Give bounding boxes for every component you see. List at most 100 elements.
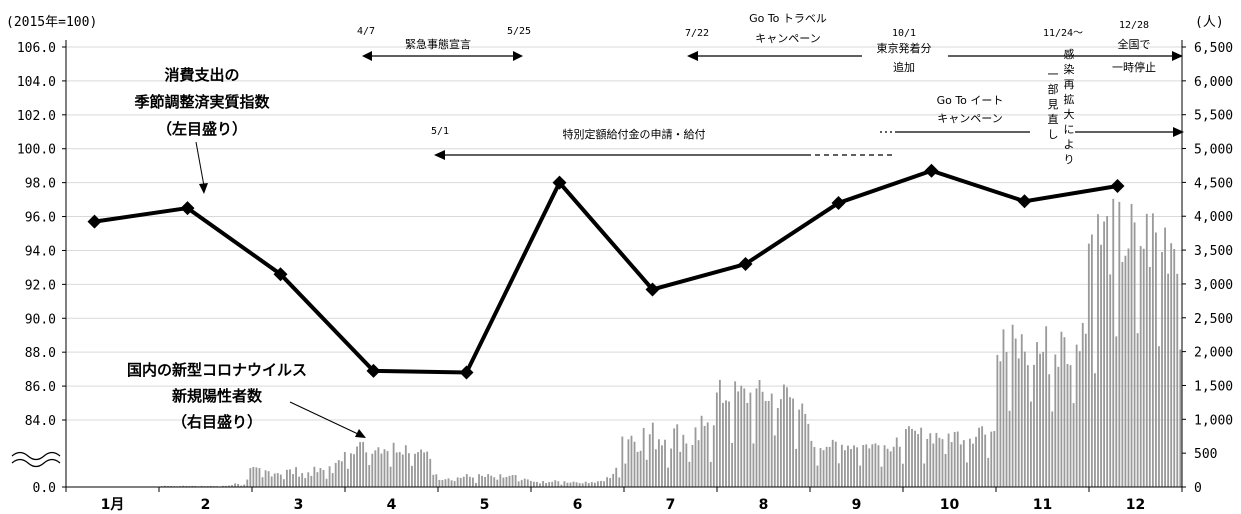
case-bar xyxy=(420,449,422,487)
review-annotation: 11/24～ 感 染 再 拡 大 に よ り 一 部 見 直 し xyxy=(1043,28,1083,166)
case-bar xyxy=(1148,266,1151,487)
case-bar xyxy=(1075,344,1078,487)
case-bar xyxy=(362,441,365,487)
left-tick-label: 104.0 xyxy=(17,75,56,90)
left-tick-label: 0.0 xyxy=(33,481,56,496)
case-bar xyxy=(725,400,727,487)
case-bar xyxy=(276,473,279,487)
case-bar xyxy=(493,477,496,487)
case-bar xyxy=(1005,351,1008,487)
case-bar xyxy=(789,397,791,487)
goto-travel-start-date: 7/22 xyxy=(685,28,709,39)
case-bar xyxy=(319,467,322,487)
consumption-line-path xyxy=(94,168,1118,375)
case-bar xyxy=(191,485,194,487)
case-bar xyxy=(450,480,453,487)
goto-eat-annotation: Go To イート キャンペーン xyxy=(880,94,1184,137)
case-bar xyxy=(1155,232,1157,487)
case-bar xyxy=(407,453,410,487)
case-bar xyxy=(234,483,236,487)
case-bar xyxy=(831,439,834,487)
case-bar xyxy=(981,426,984,487)
case-bar xyxy=(249,468,252,487)
case-bar xyxy=(374,450,377,487)
case-bar xyxy=(767,400,770,487)
case-bar xyxy=(1112,198,1115,487)
case-bar xyxy=(438,479,441,487)
case-bar xyxy=(834,441,837,487)
case-bar xyxy=(536,481,538,487)
case-bar xyxy=(185,485,188,487)
case-bar xyxy=(804,413,807,487)
case-bar xyxy=(282,479,285,487)
case-bar xyxy=(395,452,398,487)
bar-series-label: 国内の新型コロナウイルス 新規陽性者数 （右目盛り） xyxy=(127,361,366,438)
case-bar xyxy=(917,434,920,487)
case-bar xyxy=(685,443,688,487)
line-label-2: 季節調整済実質指数 xyxy=(134,93,270,111)
case-bar xyxy=(840,444,843,487)
left-tick-label: 102.0 xyxy=(17,109,56,124)
case-bar xyxy=(969,438,971,487)
suspend-label-1: 全国で xyxy=(1118,37,1151,51)
left-tick-label: 100.0 xyxy=(17,143,56,158)
case-bar xyxy=(1029,401,1032,487)
case-bar xyxy=(1109,274,1112,487)
case-bar xyxy=(996,354,999,487)
left-axis-unit: (2015年=100) xyxy=(6,15,97,30)
case-bar xyxy=(606,477,608,487)
emergency-end-date: 5/25 xyxy=(507,26,531,37)
right-tick-label: 5,500 xyxy=(1194,109,1233,124)
case-bar xyxy=(783,384,785,487)
right-tick-label: 2,000 xyxy=(1194,346,1233,361)
consumption-point xyxy=(87,214,102,229)
review-char-3: 再 xyxy=(1064,78,1075,91)
case-bar xyxy=(978,427,980,487)
case-bar xyxy=(645,459,648,487)
right-tick-label: 0 xyxy=(1194,481,1202,496)
case-bar xyxy=(289,469,291,487)
case-bar xyxy=(904,429,907,487)
suspend-label-2: 一時停止 xyxy=(1112,60,1156,74)
case-bar xyxy=(411,465,413,487)
case-bar xyxy=(426,451,429,487)
case-bar xyxy=(654,449,657,487)
case-bar xyxy=(386,451,389,487)
case-bar xyxy=(285,469,288,487)
case-bar xyxy=(779,399,782,487)
case-bar xyxy=(307,472,310,487)
tokyo-annotation: 10/1 東京発着分 追加 xyxy=(877,28,932,74)
case-bar xyxy=(816,465,819,487)
case-bar xyxy=(356,446,358,487)
case-bar xyxy=(231,485,233,487)
case-bar xyxy=(392,442,395,487)
case-bar xyxy=(365,452,368,487)
case-bar xyxy=(1161,252,1163,487)
case-bar xyxy=(1002,329,1005,487)
case-bar xyxy=(673,428,676,487)
case-bar xyxy=(258,468,261,487)
case-bar xyxy=(828,446,831,487)
case-bar xyxy=(325,478,328,487)
case-bar xyxy=(1054,354,1057,487)
case-bar xyxy=(581,483,584,487)
case-bar xyxy=(270,476,273,487)
case-bar xyxy=(1164,227,1166,488)
case-bar xyxy=(252,467,255,487)
case-bar xyxy=(441,480,444,487)
case-bar xyxy=(691,445,694,487)
review2-char-4: 直 xyxy=(1048,112,1059,126)
case-bar xyxy=(935,432,938,487)
case-bar xyxy=(633,441,636,487)
review-date: 11/24～ xyxy=(1043,28,1083,39)
benefit-annotation: 5/1 特別定額給付金の申請・給付 xyxy=(431,126,895,160)
case-bar xyxy=(371,453,374,487)
emergency-label: 緊急事態宣言 xyxy=(405,37,471,51)
case-bar xyxy=(1078,351,1081,487)
case-bar xyxy=(1057,366,1060,487)
case-bar xyxy=(798,409,801,487)
case-bar xyxy=(508,475,511,487)
consumption-point xyxy=(273,267,288,282)
case-bar xyxy=(1051,411,1054,487)
case-bar xyxy=(694,427,697,487)
